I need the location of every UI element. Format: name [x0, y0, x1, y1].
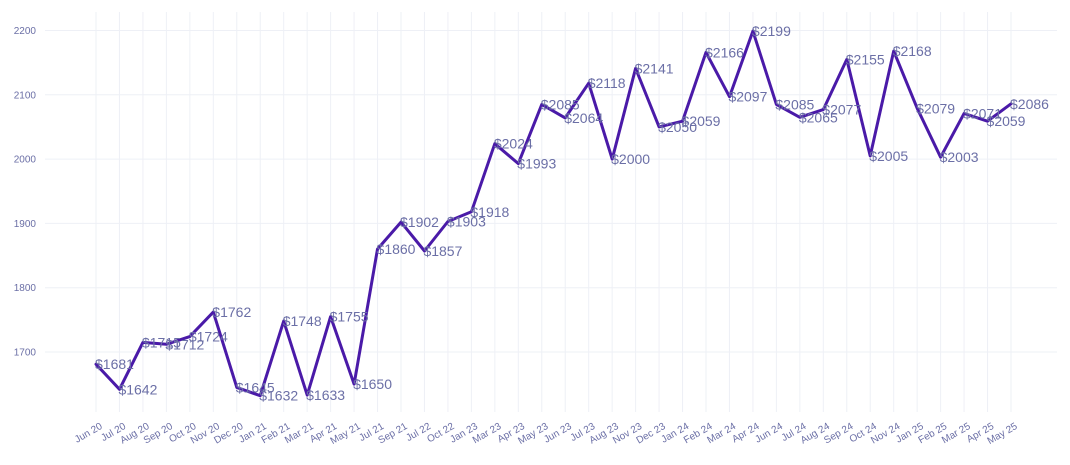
- data-label: $2050: [658, 119, 697, 135]
- data-label: $2003: [940, 149, 979, 165]
- data-label: $1902: [400, 214, 439, 230]
- data-label: $1857: [423, 243, 462, 259]
- data-label: $2059: [682, 113, 721, 129]
- data-label: $1645: [236, 379, 275, 395]
- data-label: $2085: [775, 96, 814, 112]
- data-label: $2000: [611, 151, 650, 167]
- data-label: $1712: [165, 336, 204, 352]
- data-label: $1860: [377, 241, 416, 257]
- data-label: $2077: [822, 102, 861, 118]
- data-label: $2155: [846, 51, 885, 67]
- data-label: $1633: [306, 387, 345, 403]
- data-label: $1642: [118, 381, 157, 397]
- data-label: $1993: [517, 156, 556, 172]
- y-tick-label: 2200: [14, 26, 37, 37]
- data-label: $2079: [916, 100, 955, 116]
- data-label: $1918: [470, 204, 509, 220]
- y-tick-label: 1900: [14, 219, 37, 230]
- data-label: $2086: [1010, 96, 1049, 112]
- data-label: $2199: [752, 23, 791, 39]
- data-label: $1632: [259, 388, 298, 404]
- data-label: $2059: [987, 113, 1026, 129]
- data-label: $2166: [705, 44, 744, 60]
- y-tick-label: 1800: [14, 283, 37, 294]
- data-labels: $1681 $1642 $1715$1712$1724 $1762 $1645$1632…: [95, 23, 1049, 404]
- data-label: $2141: [635, 60, 674, 76]
- data-label: $2071: [963, 105, 1002, 121]
- data-label: $2024: [494, 136, 533, 152]
- data-label: $2118: [588, 75, 626, 91]
- data-label: $2168: [893, 43, 932, 59]
- data-label: $1762: [212, 304, 251, 320]
- data-label: $1715: [142, 334, 181, 350]
- data-label: $1903: [447, 213, 486, 229]
- y-tick-label: 1700: [14, 348, 37, 359]
- data-label: $2005: [869, 148, 908, 164]
- data-label: $2097: [728, 89, 767, 105]
- data-label: $2064: [564, 110, 603, 126]
- data-label: $1755: [330, 309, 369, 325]
- grid: [45, 12, 1057, 412]
- y-tick-label: 2100: [14, 90, 37, 101]
- series-line: [94, 29, 1013, 398]
- data-label: $1650: [353, 376, 392, 392]
- data-label: $2065: [799, 109, 838, 125]
- y-axis: 1700 1800 1900 2000 2100 2200: [14, 26, 37, 359]
- data-label: $1748: [283, 313, 322, 329]
- data-label: $1681: [95, 356, 134, 372]
- data-label: $2085: [541, 96, 580, 112]
- y-tick-label: 2000: [14, 155, 37, 166]
- data-label: $1724: [189, 329, 228, 345]
